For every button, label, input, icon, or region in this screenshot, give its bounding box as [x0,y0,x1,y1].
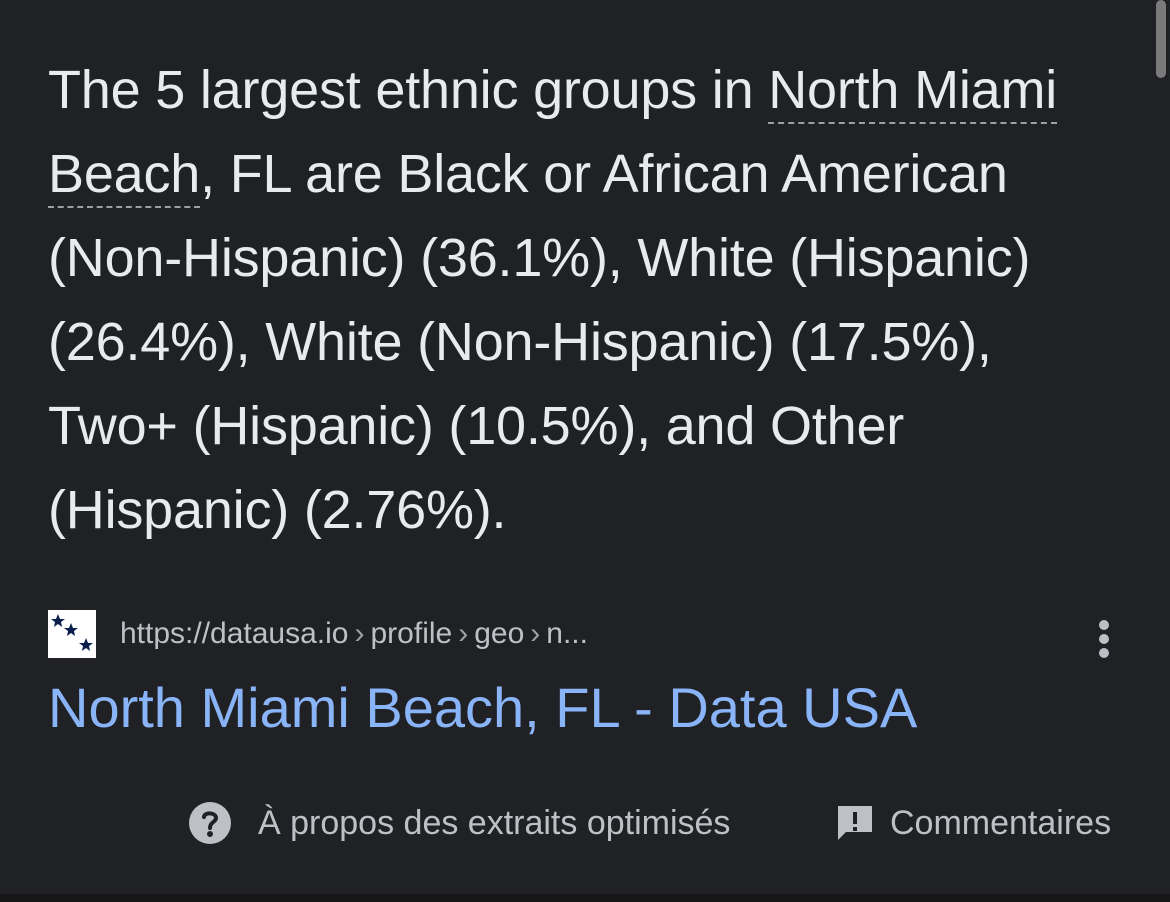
entity-link-north-miami-beach[interactable]: North Miami Beach [48,60,1057,208]
about-featured-snippets-label: À propos des extraits optimisés [258,803,731,842]
feedback-icon [838,806,872,840]
snippet-text-before: The 5 largest ethnic groups in [48,60,769,120]
featured-snippet-text: The 5 largest ethnic groups in North Mia… [48,48,1108,552]
breadcrumb-separator-2: › [458,617,469,650]
snippet-text-after: , FL are Black or African American (Non-… [48,144,1031,540]
breadcrumb-separator-1: › [354,617,365,650]
more-dot-3 [1099,648,1109,658]
feedback-label: Commentaires [890,803,1112,842]
more-options-icon[interactable] [1092,620,1116,660]
help-circle-icon [189,802,231,844]
url-path-truncated: n... [546,617,588,650]
bottom-divider [0,894,1170,902]
about-featured-snippets-button[interactable]: À propos des extraits optimisés [188,798,730,848]
more-dot-1 [1099,620,1109,630]
more-dot-2 [1099,634,1109,644]
stars-icon [51,614,93,651]
url-base: https://datausa.io [120,617,349,650]
feedback-button[interactable]: Commentaires [836,798,1111,848]
source-row[interactable]: https://datausa.io › profile › geo › n... [48,606,1128,662]
snippet-footer: À propos des extraits optimisés Commenta… [0,798,1170,848]
url-path-geo: geo [474,617,525,650]
result-title-link[interactable]: North Miami Beach, FL - Data USA [48,676,918,739]
breadcrumb-separator-3: › [530,617,541,650]
data-usa-favicon-icon [48,610,96,658]
url-path-profile: profile [370,617,453,650]
source-url[interactable]: https://datausa.io › profile › geo › n... [120,617,588,651]
scrollbar[interactable] [1156,0,1166,78]
